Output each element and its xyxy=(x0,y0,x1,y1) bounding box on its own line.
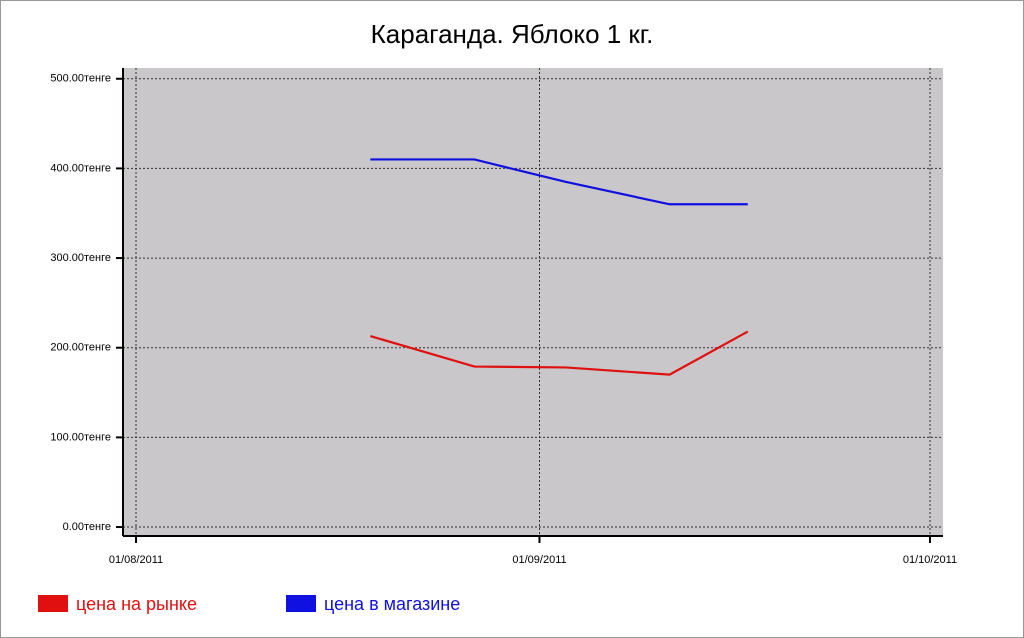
y-tick-label: 400.00тенге xyxy=(50,162,111,174)
legend-label: цена на рынке xyxy=(76,594,197,614)
chart-title: Караганда. Яблоко 1 кг. xyxy=(371,19,654,49)
legend-swatch xyxy=(286,595,316,612)
y-tick-label: 0.00тенге xyxy=(63,521,111,533)
y-tick-label: 300.00тенге xyxy=(50,252,111,264)
series-line xyxy=(369,330,749,376)
y-tick-label: 200.00тенге xyxy=(50,342,111,354)
x-tick-label: 01/08/2011 xyxy=(109,554,163,566)
x-tick-label: 01/09/2011 xyxy=(512,554,566,566)
legend-label: цена в магазине xyxy=(324,594,460,614)
plot-area xyxy=(123,68,943,536)
x-tick-label: 01/10/2011 xyxy=(903,554,957,566)
y-tick-label: 500.00тенге xyxy=(50,73,111,85)
series-line xyxy=(370,158,748,206)
legend-swatch xyxy=(38,595,68,612)
y-tick-label: 100.00тенге xyxy=(50,431,111,443)
